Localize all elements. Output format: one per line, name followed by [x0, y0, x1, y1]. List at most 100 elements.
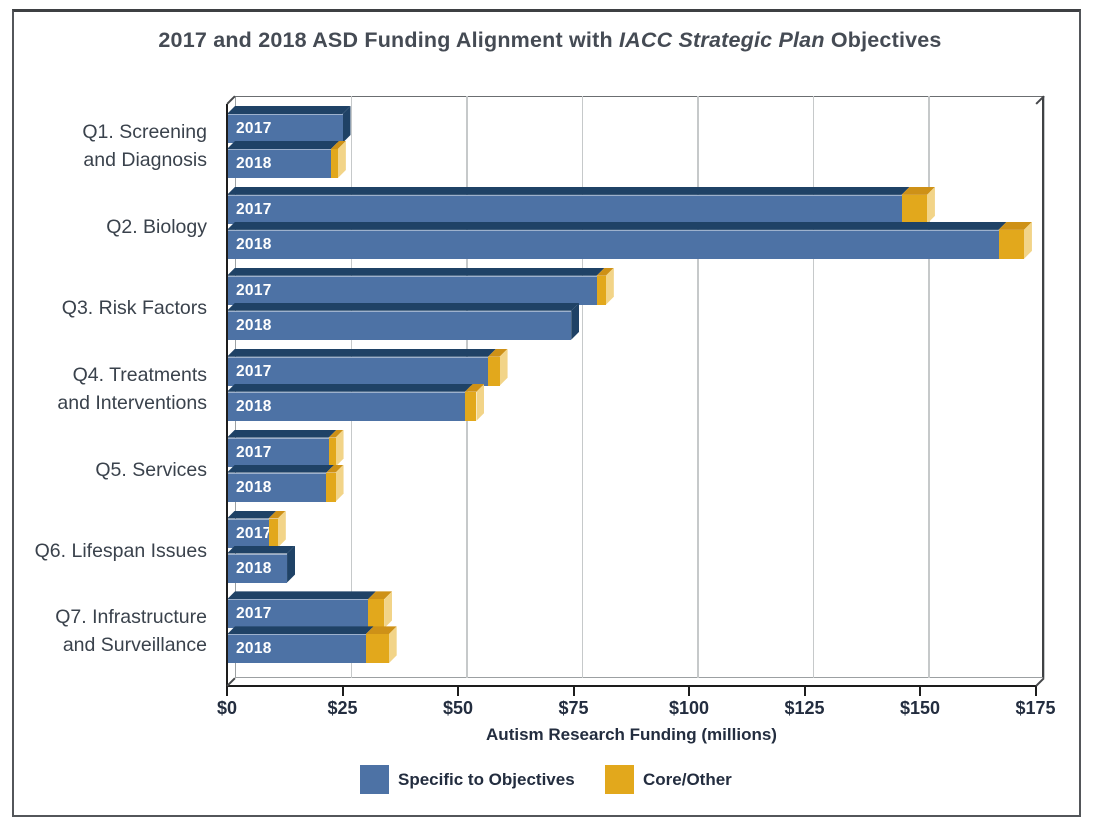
bar-top-face-core-other: [329, 430, 344, 438]
bar-segment-core-other: [326, 472, 336, 502]
bar-year-label: 2018: [236, 559, 272, 577]
bar-top-face-core-other: [269, 511, 286, 519]
bar-segment-core-other: [901, 194, 927, 224]
x-tick-label: $175: [1015, 698, 1056, 718]
x-tick-label: $25: [327, 698, 358, 718]
bar-top-face-core-other: [597, 268, 614, 276]
bar-segment-core-other: [488, 356, 500, 386]
bar-top-face-specific: [227, 591, 376, 599]
bar-year-label: 2018: [236, 640, 272, 658]
bar-top-face-specific: [227, 430, 337, 438]
bar-end-cap-core-other: [499, 348, 508, 386]
gridline: [697, 96, 699, 678]
bar-segment-core-other: [596, 275, 606, 305]
bar-end-cap-core-other: [926, 186, 935, 224]
bar-segment-core-other: [330, 149, 338, 178]
bar-top-face-specific: [227, 546, 295, 554]
bar-q5-2017: 2017: [227, 437, 329, 467]
legend-label-core_other: Core/Other: [643, 770, 732, 789]
bar-segment-core-other: [365, 634, 389, 664]
x-tick: [1034, 687, 1037, 696]
bar-year-label: 2017: [236, 120, 272, 137]
bar-year-label: 2017: [236, 362, 272, 380]
bar-top-face-specific: [227, 626, 374, 634]
bar-end-cap-core-other: [1023, 221, 1032, 259]
bar-top-face-core-other: [999, 222, 1032, 230]
bar-top-face-specific: [227, 303, 579, 311]
x-tick-label: $150: [899, 698, 941, 718]
category-label-q7: Q7. Infrastructure and Surveillance: [55, 606, 207, 657]
x-tick: [226, 687, 228, 696]
bar-top-face-specific: [227, 384, 473, 392]
bar-top-face-core-other: [366, 626, 397, 634]
legend-swatch-core_other: [605, 765, 634, 794]
bar-q4-2017: 2017: [227, 356, 489, 386]
bar-segment-core-other: [464, 391, 477, 421]
bar-top-face-specific: [227, 349, 496, 357]
bar-end-cap-core-other: [335, 464, 344, 502]
bar-top-face-specific: [227, 511, 277, 519]
category-label-q4: Q4. Treatments and Interventions: [57, 363, 207, 414]
bar-top-face-specific: [227, 187, 910, 195]
plot-corner-diagonal: [1034, 677, 1045, 687]
bar-q6-2018: 2018: [227, 553, 288, 583]
bar-q1-2018: 2018: [227, 149, 331, 178]
x-axis-line: [226, 685, 1037, 688]
y-axis-line: [226, 104, 228, 686]
x-tick-label: $75: [558, 698, 589, 718]
bar-top-face-core-other: [465, 384, 485, 392]
bar-q2-2018: 2018: [227, 229, 999, 259]
bar-q2-2017: 2017: [227, 194, 902, 224]
bar-q3-2018: 2018: [227, 310, 572, 340]
x-tick: [341, 687, 344, 696]
bar-end-cap-core-other: [337, 141, 346, 178]
chart-title-suffix: Objectives: [824, 28, 942, 52]
bar-q4-2018: 2018: [227, 391, 465, 421]
x-tick: [572, 687, 575, 696]
bar-year-label: 2017: [236, 524, 272, 542]
bar-q7-2018: 2018: [227, 634, 366, 664]
bar-year-label: 2017: [236, 200, 272, 218]
bar-top-face-core-other: [331, 141, 346, 149]
gridline: [928, 96, 930, 678]
bar-top-face-specific: [227, 141, 339, 149]
bar-end-cap-specific: [342, 106, 351, 143]
bar-top-face-core-other: [488, 349, 508, 357]
bar-q6-2017: 2017: [227, 518, 272, 548]
bar-end-cap-core-other: [605, 267, 614, 305]
bar-segment-core-other: [328, 437, 336, 467]
bar-top-face-specific: [227, 465, 334, 473]
bar-end-cap-core-other: [277, 510, 286, 548]
bar-q3-2017: 2017: [227, 275, 597, 305]
category-label-q3: Q3. Risk Factors: [61, 296, 207, 319]
category-label-q2: Q2. Biology: [106, 215, 207, 238]
bar-year-label: 2017: [236, 443, 272, 461]
x-axis-title: Autism Research Funding (millions): [486, 725, 777, 744]
gridline: [581, 96, 584, 678]
x-tick: [457, 687, 459, 696]
bar-segment-core-other: [268, 518, 278, 548]
bar-q5-2018: 2018: [227, 472, 327, 502]
chart-title-prefix: 2017 and 2018 ASD Funding Alignment with: [158, 28, 619, 52]
bar-top-face-core-other: [368, 591, 392, 599]
legend-label-specific: Specific to Objectives: [398, 770, 575, 789]
bar-segment-core-other: [998, 229, 1024, 259]
bar-end-cap-core-other: [384, 591, 393, 629]
gridline: [812, 96, 815, 678]
bar-end-cap-core-other: [476, 383, 485, 421]
bar-end-cap-specific: [571, 302, 580, 340]
chart-title-italic: IACC Strategic Plan: [618, 28, 825, 52]
x-tick: [688, 687, 690, 696]
x-tick: [803, 687, 806, 696]
bar-end-cap-core-other: [388, 626, 397, 664]
bar-year-label: 2017: [236, 281, 272, 299]
bar-end-cap-core-other: [335, 429, 344, 467]
chart-title: 2017 and 2018 ASD Funding Alignment with…: [60, 28, 1040, 53]
category-label-q1: Q1. Screening and Diagnosis: [82, 121, 207, 171]
x-tick-label: $125: [784, 698, 825, 718]
bar-q7-2017: 2017: [227, 599, 368, 629]
x-tick-label: $0: [216, 698, 238, 718]
bar-year-label: 2018: [236, 235, 272, 253]
x-tick-label: $100: [668, 698, 710, 718]
